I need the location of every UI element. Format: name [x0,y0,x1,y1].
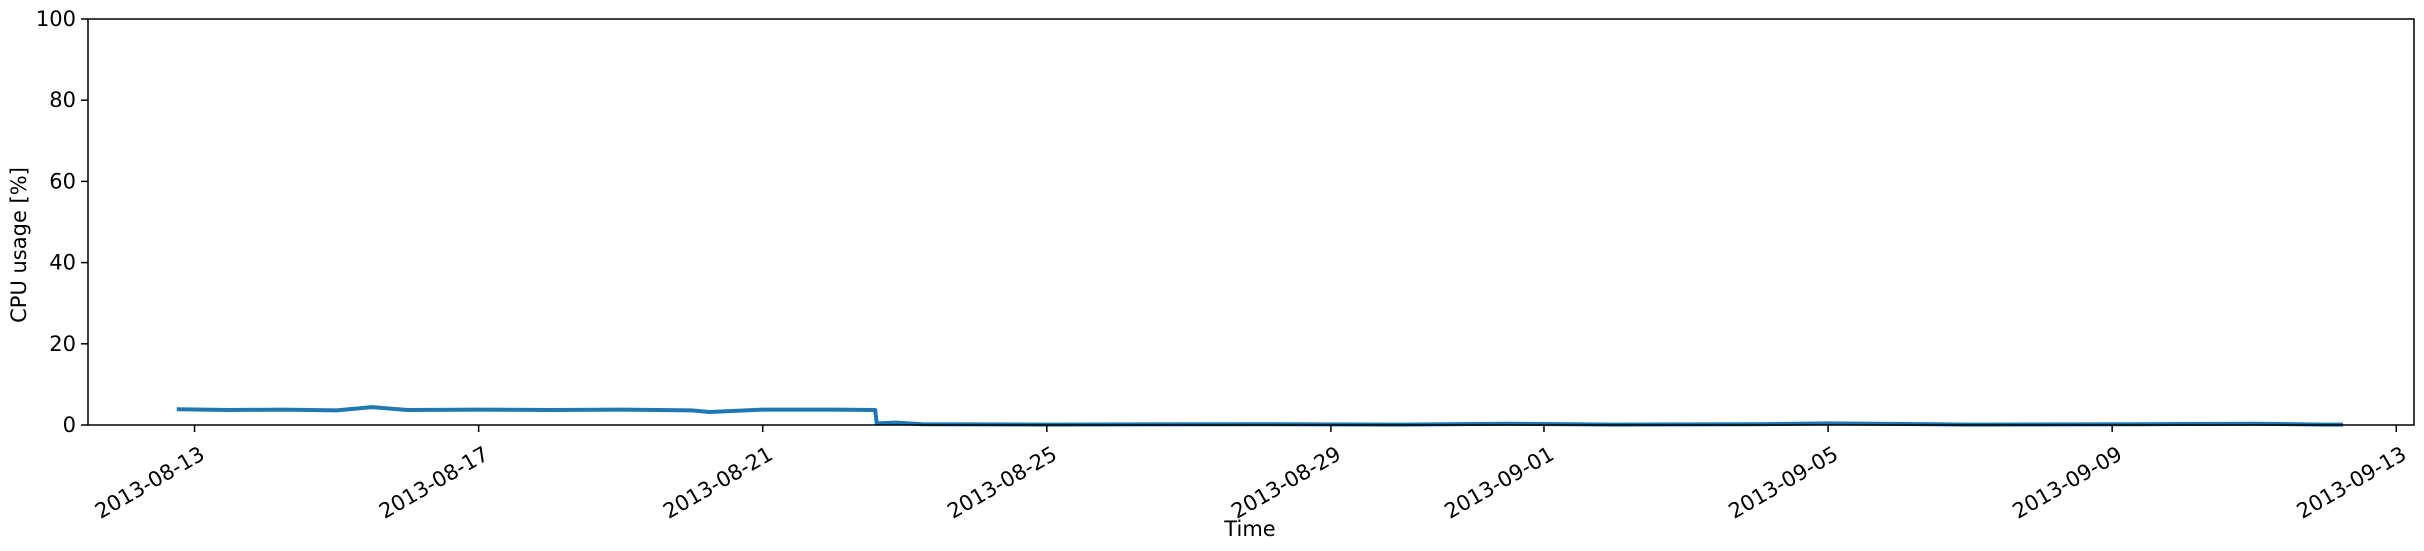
y-tick-label: 0 [63,413,76,437]
series-line-0 [176,405,2343,427]
x-tick-label: 2013-09-05 [1724,442,1842,524]
y-tick-label: 20 [49,332,76,356]
y-tick-label: 60 [49,169,76,193]
series-layer [176,405,2343,427]
x-tick-label: 2013-08-13 [91,442,209,524]
x-tick-label: 2013-08-17 [375,442,493,524]
y-axis: 0 20 40 60 80 100 [36,7,88,437]
x-axis-label: Time [1223,517,1275,541]
x-axis: 2013-08-13 2013-08-17 2013-08-21 2013-08-25… [91,425,2410,524]
x-tick-label: 2013-09-01 [1440,442,1558,524]
x-tick-label: 2013-08-29 [1227,442,1345,524]
y-axis-label: CPU usage [%] [7,167,31,323]
y-tick-label: 100 [36,7,76,31]
x-tick-label: 2013-08-25 [943,442,1061,524]
x-tick-label: 2013-09-13 [2293,442,2411,524]
y-tick-label: 40 [49,251,76,275]
y-tick-label: 80 [49,88,76,112]
plot-frame [87,18,2415,426]
x-tick-label: 2013-09-09 [2009,442,2127,524]
x-tick-label: 2013-08-21 [659,442,777,524]
